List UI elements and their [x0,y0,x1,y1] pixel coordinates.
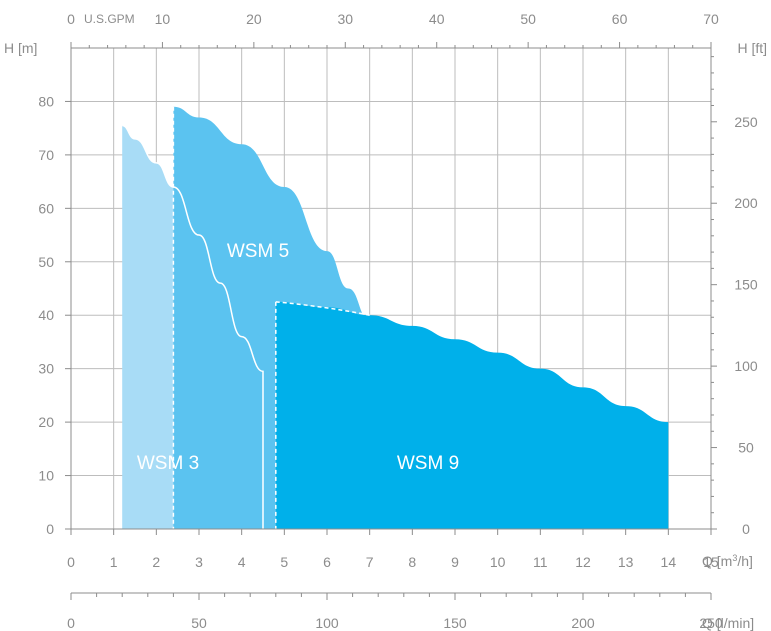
tick-label-x-top: 10 [155,11,171,27]
tick-label-x-bottom: 7 [366,554,374,570]
tick-label-x-bottom: 6 [323,554,331,570]
tick-label-y-left: 0 [46,521,54,537]
tick-label-x-top: 60 [612,11,628,27]
tick-label-x-bottom: 14 [661,554,677,570]
tick-label-x-bottom: 4 [238,554,246,570]
tick-label-y-left: 30 [38,361,54,377]
x-bottom-unit-label: Q [m3/h] [702,553,753,569]
tick-label-x-lmin: 250 [699,615,723,631]
tick-label-x-top: 70 [703,11,719,27]
tick-label-x-bottom: 10 [490,554,506,570]
tick-label-x-bottom: 15 [703,554,719,570]
tick-label-y-right: 0 [742,521,750,537]
series-area-wsm9 [275,301,669,529]
series-label-wsm5: WSM 5 [227,241,289,262]
tick-label-y-right: 100 [734,358,758,374]
tick-label-x-lmin: 0 [67,615,75,631]
tick-label-x-lmin: 150 [443,615,467,631]
tick-label-x-lmin: 50 [191,615,207,631]
tick-label-x-bottom: 8 [408,554,416,570]
tick-label-y-right: 150 [734,277,758,293]
tick-label-y-left: 50 [38,254,54,270]
tick-label-x-top: 20 [246,11,262,27]
series-label-wsm9: WSM 9 [397,453,459,474]
tick-label-y-left: 60 [38,200,54,216]
x-lmin-unit-label: Q [l/min] [702,615,754,631]
series-outline-wsm3 [122,124,264,529]
tick-label-y-left: 80 [38,93,54,109]
tick-label-x-bottom: 12 [575,554,591,570]
tick-label-x-bottom: 0 [67,554,75,570]
tick-label-x-bottom: 3 [195,554,203,570]
tick-label-y-left: 20 [38,414,54,430]
x-top-unit-label: U.S.GPM [84,12,135,26]
tick-label-x-top: 40 [429,11,445,27]
tick-label-x-lmin: 100 [315,615,339,631]
tick-label-x-top: 50 [520,11,536,27]
tick-label-x-lmin: 200 [571,615,595,631]
series-top-wsm9 [275,301,370,316]
y-left-unit-label: H [m] [4,40,37,56]
tick-label-x-bottom: 1 [110,554,118,570]
y-right-unit-label: H [ft] [737,40,767,56]
tick-label-y-left: 70 [38,147,54,163]
series-label-wsm3: WSM 3 [137,453,199,474]
tick-label-x-top: 0 [67,11,75,27]
tick-label-x-bottom: 9 [451,554,459,570]
tick-label-x-bottom: 2 [152,554,160,570]
tick-label-x-bottom: 5 [280,554,288,570]
tick-label-y-left: 10 [38,468,54,484]
tick-label-y-right: 200 [734,195,758,211]
tick-label-y-right: 250 [734,114,758,130]
tick-label-x-bottom: 13 [618,554,634,570]
tick-label-x-top: 30 [337,11,353,27]
tick-label-y-right: 50 [738,440,754,456]
tick-label-y-left: 40 [38,307,54,323]
tick-label-x-bottom: 11 [533,554,548,570]
series-areas [122,106,669,530]
